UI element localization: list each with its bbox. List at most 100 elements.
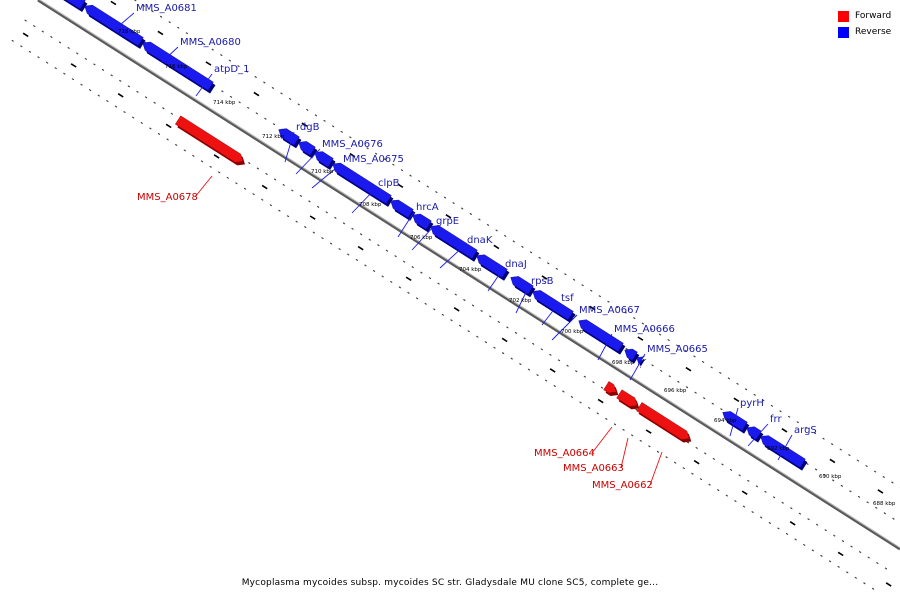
gene-label-mms_a0678[interactable]: MMS_A0678	[137, 192, 198, 203]
gene-arrow-rpsb[interactable]	[510, 276, 534, 295]
tick-mark	[405, 276, 412, 282]
gene-label-grpe[interactable]: grpE	[436, 216, 459, 227]
gene-arrow-atpd_1[interactable]	[142, 41, 214, 91]
leader-line	[597, 333, 613, 361]
tick-mark	[445, 214, 452, 219]
genome-backbone	[37, 0, 900, 551]
gene-label-mms_a0667[interactable]: MMS_A0667	[579, 305, 640, 316]
gene-label-mms_a0666[interactable]: MMS_A0666	[614, 324, 675, 335]
gene-label-mms_a0663[interactable]: MMS_A0663	[563, 463, 624, 474]
tick-mark	[253, 91, 260, 97]
kbp-label: 716 kbp	[165, 64, 188, 70]
tick-mark	[837, 551, 844, 557]
leader-line	[777, 434, 793, 461]
gene-arrow-mms_a0663[interactable]	[616, 389, 638, 407]
gene-label-clpb[interactable]: clpB	[378, 178, 400, 189]
gene-arrow-mms_a0675[interactable]	[314, 151, 334, 168]
gene-label-mms_a0664[interactable]: MMS_A0664	[534, 448, 595, 459]
backbone-line	[37, 0, 900, 551]
kbp-label: 690 kbp	[819, 474, 842, 480]
guide-dotted-line	[11, 39, 875, 591]
gene-label-mms_a0675[interactable]: MMS_A0675	[343, 154, 404, 165]
leader-line	[397, 211, 415, 238]
kbp-label: 704 kbp	[459, 267, 482, 273]
tick-mark	[781, 428, 788, 433]
gene-arrow-mms_a0676[interactable]	[298, 141, 316, 156]
leader-line	[195, 73, 213, 97]
leader-line	[439, 244, 466, 269]
gene-label-rdgb[interactable]: rdgB	[296, 122, 320, 133]
gene-arrow-mms_a0664[interactable]	[603, 381, 617, 394]
tick-mark	[205, 61, 212, 66]
tick-mark	[301, 122, 308, 127]
gene-label-args[interactable]: argS	[794, 425, 817, 436]
gene-arrow-mms_a0680[interactable]	[84, 4, 144, 47]
gene-label-mms_a0676[interactable]: MMS_A0676	[322, 139, 383, 150]
tick-mark	[349, 152, 356, 158]
strand-legend: Forward Reverse	[838, 9, 898, 41]
tick-mark	[261, 184, 268, 190]
gene-arrow-mms_a0678[interactable]	[175, 115, 244, 163]
tick-mark	[597, 398, 604, 404]
tick-mark	[829, 458, 836, 464]
gene-features	[49, 0, 808, 471]
gene-label-frr[interactable]: frr	[770, 414, 782, 425]
kbp-label: 712 kbp	[262, 134, 285, 140]
leader-line	[729, 407, 739, 437]
gene-label-pyrh[interactable]: pyrH	[740, 398, 764, 409]
leader-line	[284, 131, 295, 163]
gene-arrow-mms_a0666[interactable]	[624, 348, 638, 361]
tick-mark	[357, 245, 364, 251]
tick-mark	[501, 337, 508, 343]
gene-arrow-grpe[interactable]	[412, 213, 432, 230]
gene-arrow-hrca[interactable]	[390, 199, 414, 219]
leader-line	[541, 302, 560, 326]
sequence-title: Mycoplasma mycoides subsp. mycoides SC s…	[241, 578, 659, 588]
tick-mark	[397, 183, 404, 189]
gene-arrow-tsf[interactable]	[532, 290, 574, 321]
gene-arrow-mms_a0667[interactable]	[578, 319, 624, 352]
gene-arrow-dnaj[interactable]	[476, 254, 508, 279]
guide-dotted-line	[133, 0, 900, 489]
tick-mark	[541, 275, 548, 280]
gene-label-mms_a0680[interactable]: MMS_A0680	[180, 37, 241, 48]
gene-arrow-pyrh[interactable]	[722, 411, 748, 431]
kbp-label: 700 kbp	[561, 329, 584, 335]
kbp-label: 708 kbp	[359, 202, 382, 208]
guide-dotted-line	[24, 19, 888, 570]
gene-arrow-mms_a0681[interactable]	[49, 0, 86, 10]
kbp-scale-labels: 718 kbp 716 kbp 714 kbp 712 kbp 710 kbp 708 k…	[118, 29, 896, 507]
gene-label-mms_a0681[interactable]: MMS_A0681	[136, 3, 197, 14]
gene-arrow-mms_a0662[interactable]	[636, 402, 690, 440]
tick-mark	[309, 215, 316, 220]
gene-label-tsf[interactable]: tsf	[561, 293, 574, 304]
gene-label-dnak[interactable]: dnaK	[467, 235, 493, 246]
tick-mark	[733, 397, 740, 403]
gene-arrow-rdgb[interactable]	[278, 128, 300, 146]
dotted-guide-lines	[11, 0, 900, 591]
kbp-label: 692 kbp	[767, 446, 790, 452]
gene-label-mms_a0665[interactable]: MMS_A0665	[647, 344, 708, 355]
gene-label-hrca[interactable]: hrcA	[416, 202, 439, 213]
gene-arrow-clpb[interactable]	[332, 162, 392, 205]
legend-item-forward[interactable]: Forward	[838, 9, 898, 24]
gene-arrow-dnak[interactable]	[430, 225, 478, 259]
tick-mark	[685, 366, 692, 372]
gene-arrow-frr[interactable]	[746, 426, 762, 440]
gene-label-mms_a0662[interactable]: MMS_A0662	[592, 480, 653, 491]
legend-item-reverse[interactable]: Reverse	[838, 25, 898, 40]
kbp-label: 694 kbp	[714, 418, 737, 424]
tick-mark	[645, 429, 652, 434]
legend-label-reverse: Reverse	[855, 27, 892, 37]
kbp-label: 702 kbp	[509, 298, 532, 304]
leader-line	[411, 225, 435, 251]
leader-line	[351, 187, 377, 214]
gene-label-dnaj[interactable]: dnaJ	[505, 259, 527, 270]
leader-line	[311, 163, 342, 189]
kbp-label: 706 kbp	[410, 235, 433, 241]
gene-label-rpsb[interactable]: rpsB	[531, 276, 554, 287]
gene-labels: MMS_A0681MMS_A0680atpD_1MMS_A0678rdgBMMS…	[113, 3, 817, 491]
gene-label-atpd_1[interactable]: atpD_1	[214, 64, 249, 75]
reverse-swatch	[838, 27, 849, 38]
